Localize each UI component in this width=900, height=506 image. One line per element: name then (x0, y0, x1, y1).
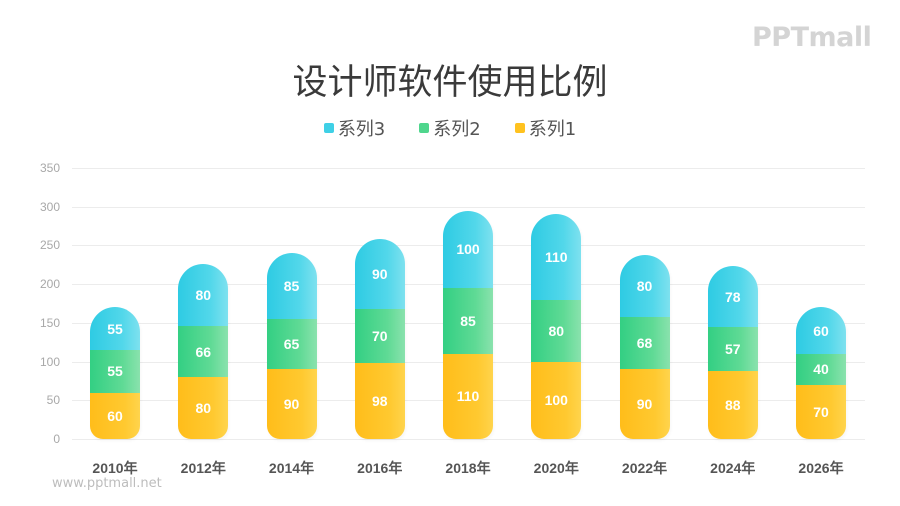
gridline (72, 439, 865, 440)
bar-segment-series2: 57 (707, 326, 758, 371)
y-axis-tick-label: 350 (39, 161, 60, 175)
legend-label: 系列3 (337, 119, 386, 140)
bar-segment-series3: 78 (707, 266, 758, 327)
y-axis-tick-label: 50 (46, 393, 60, 408)
stacked-bar[interactable]: 110 85 100 (443, 210, 493, 439)
stacked-bar[interactable]: 100 80 110 (531, 214, 582, 439)
bar-segment-series2: 70 (354, 308, 405, 364)
x-axis-tick-label: 2018年 (445, 460, 491, 476)
website-watermark: www.pptmall.net (52, 476, 162, 491)
legend-item-series2[interactable]: 系列2 (419, 115, 481, 141)
stacked-bar[interactable]: 60 55 55 (90, 307, 140, 439)
chart-legend: 系列3 系列2 系列1 (0, 115, 900, 141)
bar-segment-series3: 85 (266, 253, 317, 319)
stacked-bar[interactable]: 98 70 90 (354, 239, 405, 439)
bar-segment-series3: 100 (443, 210, 493, 289)
bar-segment-series2: 68 (619, 316, 670, 370)
y-axis-tick-label: 250 (39, 238, 60, 253)
bar-segment-series2: 66 (178, 325, 229, 378)
x-axis-tick-label: 2010年 (92, 460, 138, 476)
bar-segment-series1: 80 (178, 377, 229, 439)
stacked-bar[interactable]: 88 57 78 (707, 266, 758, 439)
pptmall-logo: PPTmall (752, 22, 872, 53)
y-axis-tick-label: 300 (39, 199, 60, 214)
legend-swatch-series2-icon (419, 123, 430, 133)
x-axis-tick-label: 2020年 (533, 460, 579, 476)
stacked-bar[interactable]: 90 68 80 (619, 254, 670, 439)
bar-segment-series2: 85 (443, 288, 493, 354)
legend-item-series1[interactable]: 系列1 (514, 115, 577, 141)
bar-segment-series3: 80 (619, 254, 670, 317)
bar-segment-series3: 90 (354, 239, 405, 309)
legend-label: 系列2 (433, 119, 481, 140)
legend-swatch-series3-icon (323, 123, 334, 133)
bar-segment-series1: 88 (707, 370, 758, 439)
y-axis-tick-label: 150 (39, 315, 60, 330)
bar-segment-series3: 110 (531, 214, 582, 300)
bar-segment-series3: 55 (90, 307, 140, 350)
x-axis-tick-label: 2012年 (180, 460, 226, 476)
bar-segment-series2: 55 (90, 349, 140, 393)
bar-segment-series2: 80 (531, 299, 582, 362)
bar-segment-series1: 110 (443, 353, 493, 439)
x-axis-tick-label: 2014年 (268, 460, 315, 476)
bar-segment-series3: 80 (178, 264, 229, 326)
bar-segment-series1: 100 (531, 361, 582, 439)
bar-segment-series1: 98 (354, 363, 405, 439)
legend-swatch-series1-icon (514, 123, 525, 133)
stacked-bar[interactable]: 90 65 85 (266, 253, 317, 439)
gridline (72, 168, 865, 169)
bar-segment-series1: 70 (796, 384, 846, 439)
bar-segment-series3: 60 (796, 307, 846, 354)
legend-item-series3[interactable]: 系列3 (323, 115, 386, 141)
bar-segment-series1: 90 (619, 369, 670, 439)
y-axis-tick-label: 0 (53, 432, 60, 446)
x-axis-tick-label: 2024年 (710, 460, 756, 476)
gridline (72, 207, 865, 208)
y-axis-tick-label: 200 (39, 277, 60, 292)
stacked-bar[interactable]: 70 40 60 (796, 307, 846, 439)
stacked-bar[interactable]: 80 66 80 (178, 264, 229, 439)
y-axis-tick-label: 100 (39, 354, 60, 369)
bar-segment-series2: 65 (266, 318, 317, 370)
bar-segment-series1: 60 (90, 392, 140, 439)
x-axis-tick-label: 2026年 (798, 460, 844, 476)
chart-title: 设计师软件使用比例 (292, 63, 608, 103)
bar-segment-series2: 40 (796, 353, 846, 385)
x-axis-tick-label: 2022年 (621, 460, 668, 476)
x-axis-tick-label: 2016年 (357, 460, 403, 476)
legend-label: 系列1 (528, 119, 577, 140)
bar-segment-series1: 90 (266, 369, 317, 439)
